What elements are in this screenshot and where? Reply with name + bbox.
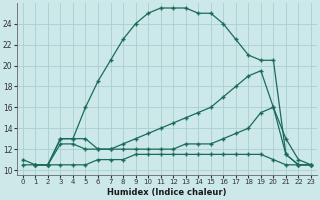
X-axis label: Humidex (Indice chaleur): Humidex (Indice chaleur) bbox=[107, 188, 227, 197]
